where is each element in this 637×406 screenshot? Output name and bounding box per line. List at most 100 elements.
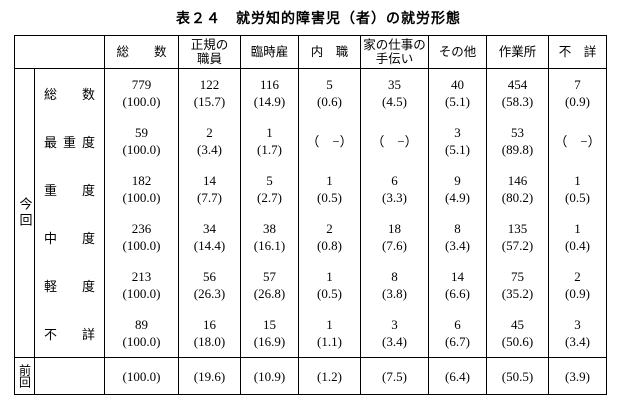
cell-count: 1 <box>326 317 333 332</box>
cell-count: 1 <box>574 221 581 236</box>
data-cell: 213 (100.0) <box>104 261 179 309</box>
data-cell: （ −） <box>360 117 429 165</box>
data-cell: 454 (58.3) <box>486 68 549 117</box>
cell-count: 3 <box>391 317 398 332</box>
data-cell: 116 (14.9) <box>240 68 299 117</box>
data-cell: 1 (0.5) <box>298 261 361 309</box>
cell-percent: (14.9) <box>253 94 286 109</box>
data-cell: 14 (6.6) <box>428 261 487 309</box>
cell-percent: (26.3) <box>193 286 226 301</box>
data-cell: （ −） <box>298 117 361 165</box>
data-cell: (50.5) <box>486 357 549 395</box>
data-cell: 6 (6.7) <box>428 309 487 358</box>
cell-count: 56 <box>203 269 216 284</box>
data-cell: 1 (1.7) <box>240 117 299 165</box>
data-cell: 8 (3.4) <box>428 213 487 261</box>
table-title: 表２４ 就労知的障害児（者）の就労形態 <box>176 12 461 27</box>
cell-count: 45 <box>511 317 524 332</box>
data-cell: 34 (14.4) <box>178 213 241 261</box>
cell-percent: (58.3) <box>501 94 534 109</box>
cell-percent: (7.5) <box>382 368 407 384</box>
cell-count: 146 <box>507 173 528 188</box>
cell-percent: (3.3) <box>382 190 407 205</box>
col-header-workshop: 作業所 <box>486 35 549 69</box>
cell-count: 2 <box>574 269 581 284</box>
cell-percent: (16.9) <box>253 334 286 349</box>
row-group-current-label: 今回 <box>17 197 33 229</box>
data-cell: 7 (0.9) <box>548 68 607 117</box>
cell-percent: (100.0) <box>122 142 161 157</box>
cell-percent: (100.0) <box>122 94 161 109</box>
cell-percent: (80.2) <box>501 190 534 205</box>
cell-count: 6 <box>454 317 461 332</box>
cell-percent: (5.1) <box>445 94 470 109</box>
row-label: 総数 <box>34 68 105 117</box>
cell-percent: (3.4) <box>382 334 407 349</box>
data-cell: 57 (26.8) <box>240 261 299 309</box>
data-cell: 18 (7.6) <box>360 213 429 261</box>
col-header-homework: 内 職 <box>298 35 361 69</box>
cell-count: 34 <box>203 221 216 236</box>
cell-percent: (0.9) <box>565 286 590 301</box>
data-cell: 779 (100.0) <box>104 68 179 117</box>
cell-count: 1 <box>326 269 333 284</box>
cell-count: 15 <box>263 317 276 332</box>
cell-percent: (3.4) <box>197 142 222 157</box>
cell-count: 182 <box>131 173 152 188</box>
cell-percent: (89.8) <box>501 142 534 157</box>
table-row: 不詳 89 (100.0) 16 (18.0) 15 (16.9) 1 (1.1) 3 (3.4) 6… <box>15 309 607 358</box>
data-cell: 14 (7.7) <box>178 165 241 213</box>
data-cell: 3 (3.4) <box>360 309 429 358</box>
data-cell: (1.2) <box>298 357 361 395</box>
cell-percent: (10.9) <box>253 368 286 384</box>
cell-percent: (7.7) <box>197 190 222 205</box>
row-label: 軽度 <box>34 261 105 309</box>
cell-percent: (26.8) <box>253 286 286 301</box>
cell-count: 40 <box>451 77 464 92</box>
cell-percent: (3.4) <box>445 238 470 253</box>
cell-count: 135 <box>507 221 528 236</box>
data-cell: 9 (4.9) <box>428 165 487 213</box>
cell-count: 18 <box>388 221 401 236</box>
employment-form-table: 総 数 正規の 職員 臨時雇 内 職 家の仕事の 手伝い その他 作業所 不 詳… <box>14 35 607 395</box>
data-cell: 1 (0.5) <box>548 165 607 213</box>
col-header-total: 総 数 <box>104 35 179 69</box>
data-cell: （ −） <box>548 117 607 165</box>
cell-count: 3 <box>574 317 581 332</box>
cell-percent: （ −） <box>554 133 601 149</box>
data-cell: (6.4) <box>428 357 487 395</box>
cell-count: 3 <box>454 125 461 140</box>
cell-count: 236 <box>131 221 152 236</box>
data-cell: 1 (1.1) <box>298 309 361 358</box>
cell-percent: (2.7) <box>257 190 282 205</box>
table-body: 今回 総数 779 (100.0) 122 (15.7) 116 (14.9) 5 (0.6) 35… <box>14 68 607 395</box>
data-cell: (3.9) <box>548 357 607 395</box>
cell-percent: (50.6) <box>501 334 534 349</box>
data-cell: 40 (5.1) <box>428 68 487 117</box>
table-row: 重度 182 (100.0) 14 (7.7) 5 (2.7) 1 (0.5) 6 (3.3) 9 (4… <box>15 165 607 213</box>
cell-percent: (3.4) <box>565 334 590 349</box>
cell-count: 59 <box>135 125 148 140</box>
cell-count: 38 <box>263 221 276 236</box>
row-label: 最重度 <box>34 117 105 165</box>
data-cell: 56 (26.3) <box>178 261 241 309</box>
data-cell: 146 (80.2) <box>486 165 549 213</box>
corner-cell <box>14 35 105 69</box>
data-cell: 38 (16.1) <box>240 213 299 261</box>
table-row: 最重度 59 (100.0) 2 (3.4) 1 (1.7) （ −） （ −） 3 (5.1) 53… <box>15 117 607 165</box>
cell-count: 9 <box>454 173 461 188</box>
data-cell: 59 (100.0) <box>104 117 179 165</box>
cell-percent: (0.6) <box>317 94 342 109</box>
data-cell: 3 (5.1) <box>428 117 487 165</box>
data-cell: 1 (0.4) <box>548 213 607 261</box>
data-cell: 15 (16.9) <box>240 309 299 358</box>
data-cell: 6 (3.3) <box>360 165 429 213</box>
header-row: 総 数 正規の 職員 臨時雇 内 職 家の仕事の 手伝い その他 作業所 不 詳 <box>14 35 607 69</box>
data-cell: 5 (0.6) <box>298 68 361 117</box>
cell-percent: (100.0) <box>122 334 161 349</box>
cell-percent: (1.2) <box>317 368 342 384</box>
cell-count: 454 <box>507 77 528 92</box>
cell-percent: (5.1) <box>445 142 470 157</box>
col-header-other: その他 <box>428 35 487 69</box>
cell-percent: (6.4) <box>445 368 470 384</box>
